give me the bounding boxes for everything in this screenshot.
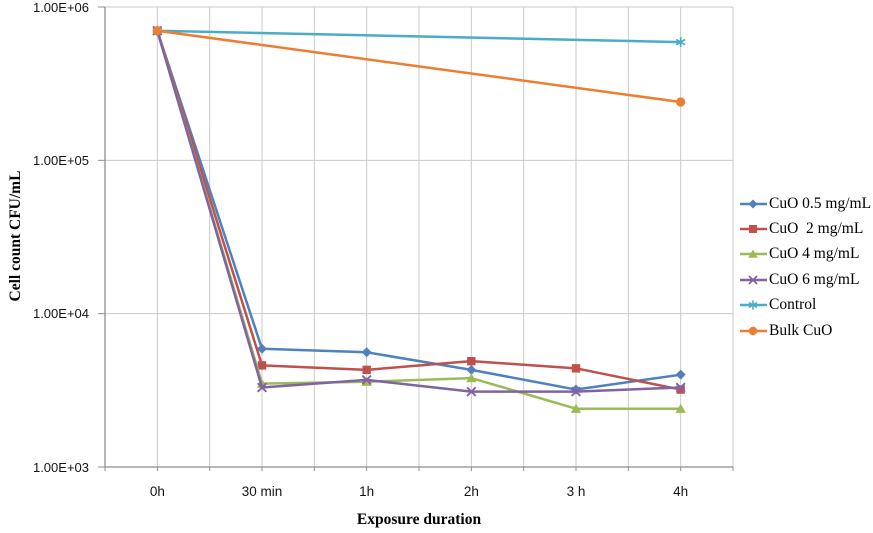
legend-item: CuO 6 mg/mL	[740, 267, 871, 292]
x-tick-label: 2h	[463, 484, 479, 499]
legend-item-label: CuO 0.5 mg/mL	[769, 194, 872, 212]
x-tick-label: 3 h	[566, 484, 586, 499]
x-tick-label: 0h	[149, 484, 165, 499]
y-tick-label: 1.00E+05	[32, 152, 89, 168]
legend-item: CuO 2 mg/mL	[740, 216, 871, 241]
y-axis-title: Cell count CFU/mL	[7, 170, 24, 302]
series-bulk-cuo	[152, 26, 686, 107]
legend: CuO 0.5 mg/mL CuO 2 mg/mL CuO 4 mg/mL CuO 6…	[740, 191, 871, 343]
legend-item-label: CuO 2 mg/mL	[769, 220, 864, 238]
legend-item: CuO 0.5 mg/mL	[740, 191, 871, 216]
legend-item-label: CuO 4 mg/mL	[769, 245, 860, 263]
y-tick-label: 1.00E+06	[32, 0, 89, 15]
legend-marker-square-icon	[740, 225, 767, 234]
x-axis-title: Exposure duration	[356, 511, 482, 528]
legend-marker-triangle-icon	[740, 249, 767, 259]
legend-item: Bulk CuO	[740, 318, 871, 343]
x-tick-label: 30 min	[241, 484, 283, 499]
gridlines	[105, 6, 734, 467]
y-tick-label: 1.00E+03	[32, 459, 89, 475]
legend-marker-circle-icon	[740, 326, 767, 335]
legend-item-label: Control	[769, 296, 817, 314]
legend-item-label: CuO 6 mg/mL	[769, 270, 860, 288]
x-tick-label: 4h	[673, 484, 689, 499]
y-tick-label: 1.00E+04	[32, 306, 89, 322]
legend-item: CuO 4 mg/mL	[740, 242, 871, 267]
legend-item: Control	[740, 293, 871, 318]
x-tick-label: 1h	[359, 484, 375, 499]
legend-marker-x-icon	[740, 275, 767, 285]
axis-ticks	[98, 6, 734, 471]
legend-item-label: Bulk CuO	[769, 321, 833, 339]
legend-marker-diamond-icon	[740, 199, 767, 209]
legend-marker-asterisk-icon	[740, 300, 767, 310]
